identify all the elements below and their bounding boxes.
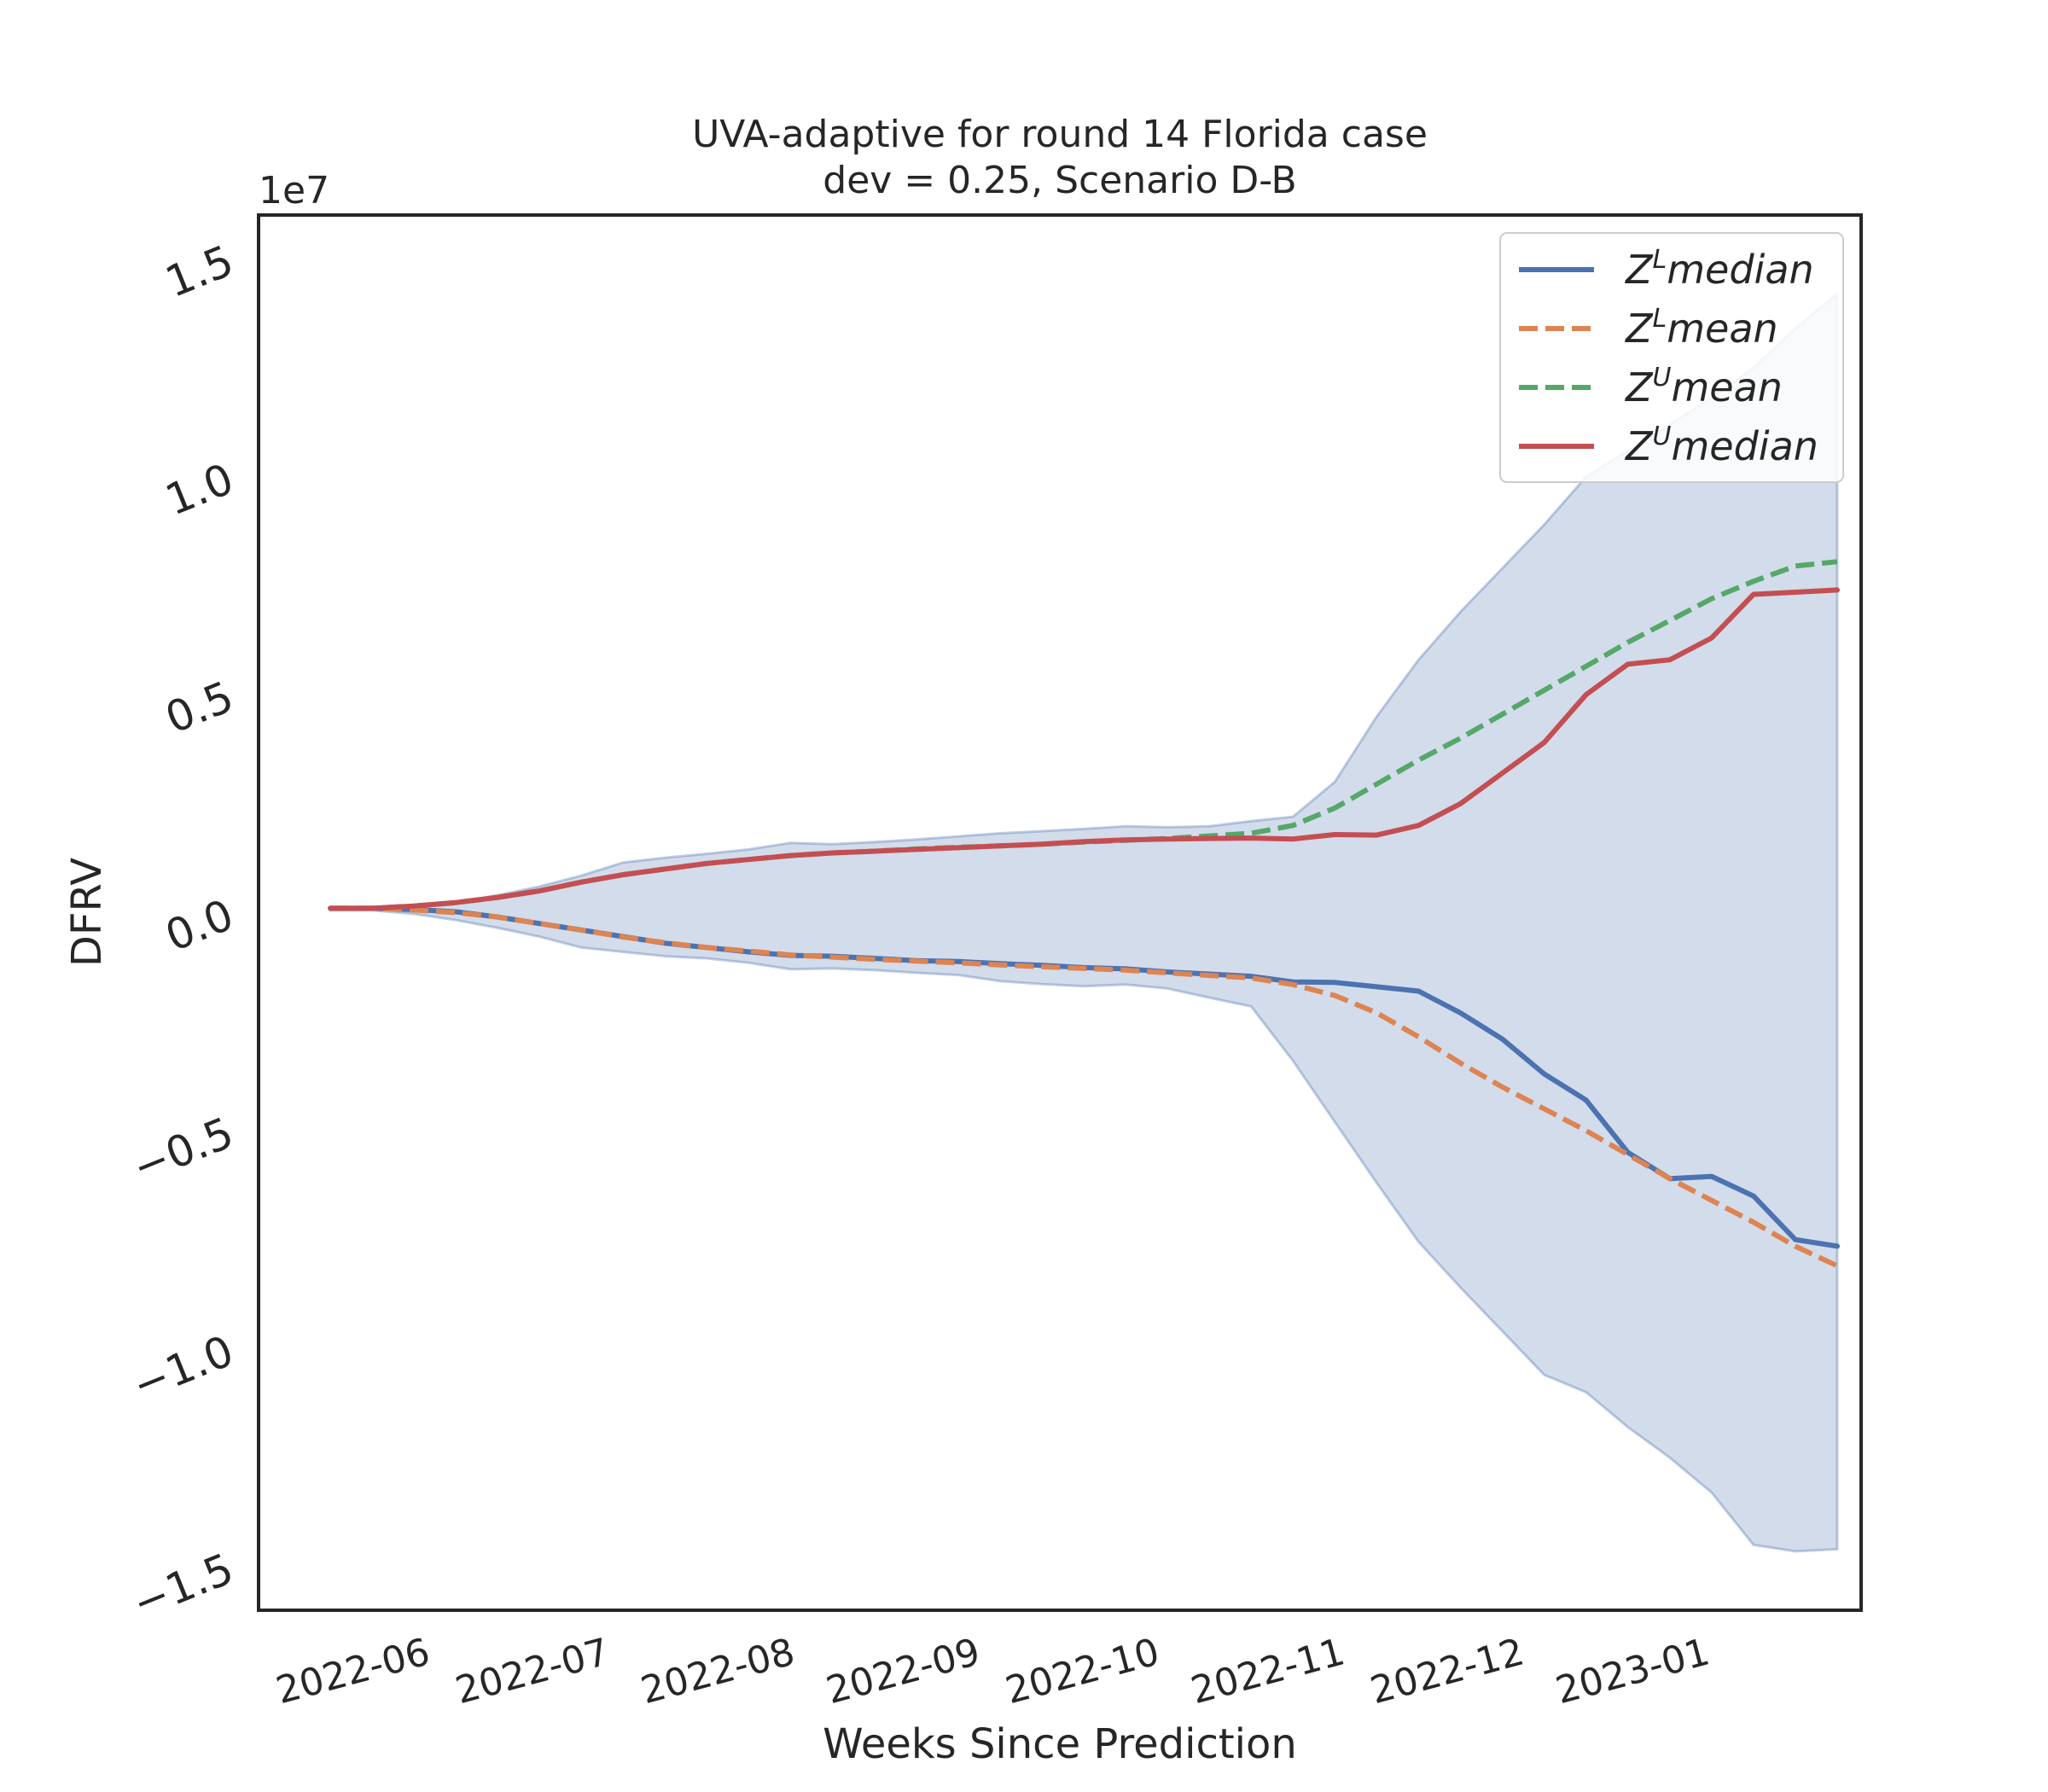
x-tick-label: 2022-11 — [1186, 1630, 1349, 1713]
y-offset-label: 1e7 — [259, 169, 329, 212]
y-tick-label: −1.0 — [125, 1326, 240, 1411]
x-tick-label: 2022-10 — [1001, 1630, 1164, 1713]
y-tick-layer: 1.5 1.0 0.5 0.0 −0.5 −1.0 −1.5 — [125, 236, 240, 1628]
legend: ZLmedian ZLmean ZUmean ZUmedian — [1499, 232, 1844, 483]
legend-label: ZUmean — [1624, 363, 1783, 410]
y-tick-label: 0.5 — [159, 672, 240, 743]
chart-subtitle: dev = 0.25, Scenario D-B — [823, 159, 1296, 202]
legend-label: ZLmean — [1624, 304, 1778, 352]
x-tick-label: 2022-09 — [822, 1630, 985, 1713]
y-tick-label: −0.5 — [125, 1108, 240, 1192]
legend-label: ZLmedian — [1624, 245, 1814, 293]
y-axis-label: DFRV — [63, 858, 111, 967]
y-tick-label: −1.5 — [125, 1544, 240, 1628]
x-tick-label: 2023-01 — [1551, 1630, 1714, 1713]
x-tick-label: 2022-07 — [451, 1630, 614, 1713]
x-tick-label: 2022-12 — [1366, 1630, 1529, 1713]
uncertainty-band — [329, 290, 1839, 1553]
legend-box — [1499, 232, 1844, 483]
series-layer — [328, 559, 1840, 1269]
series-line-4 — [328, 587, 1840, 911]
x-tick-layer: 2022-06 2022-07 2022-08 2022-09 2022-10 2022-… — [271, 1630, 1713, 1713]
x-tick-label: 2022-06 — [271, 1630, 434, 1713]
series-line-2 — [330, 905, 1839, 1269]
y-tick-label: 0.0 — [159, 890, 240, 962]
legend-label: ZUmedian — [1624, 422, 1818, 469]
uncertainty-band-layer — [329, 290, 1839, 1553]
x-tick-label: 2022-08 — [637, 1630, 800, 1713]
plot-frame — [257, 213, 1863, 1612]
y-tick-label: 1.0 — [159, 454, 240, 526]
chart-title: UVA-adaptive for round 14 Florida case — [692, 113, 1428, 156]
y-tick-label: 1.5 — [159, 236, 240, 307]
x-axis-label: Weeks Since Prediction — [823, 1720, 1297, 1768]
